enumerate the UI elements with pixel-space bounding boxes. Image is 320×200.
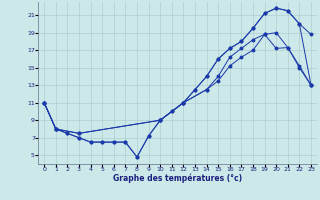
- X-axis label: Graphe des températures (°c): Graphe des températures (°c): [113, 174, 242, 183]
